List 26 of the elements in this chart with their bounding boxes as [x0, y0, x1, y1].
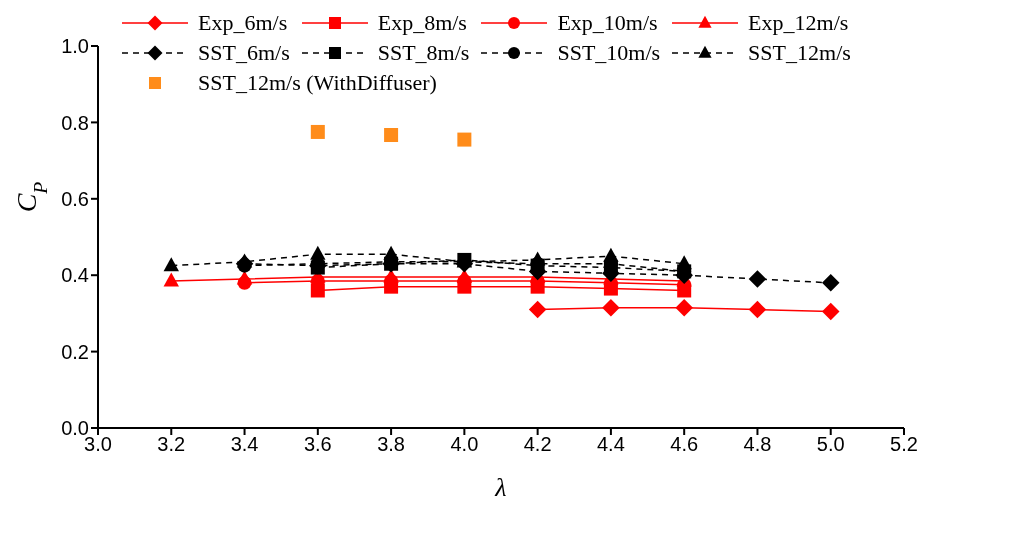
legend-label: Exp_10m/s — [557, 9, 658, 37]
y-tick-label: 0.2 — [61, 340, 89, 363]
x-tick-label: 4.2 — [523, 433, 552, 456]
x-tick-label: 3.6 — [303, 433, 332, 456]
x-tick-label: 3.2 — [157, 433, 186, 456]
legend-label: SST_10m/s — [557, 39, 661, 67]
x-tick-label: 5.2 — [890, 433, 918, 456]
legend-label: Exp_12m/s — [748, 9, 849, 37]
legend-label: SST_12m/s — [748, 39, 851, 67]
y-tick-label: 0.6 — [61, 187, 89, 210]
y-tick-label: 0.8 — [61, 111, 89, 134]
x-tick-label: 3.8 — [377, 433, 405, 456]
y-tick-label: 0.4 — [61, 264, 89, 287]
x-tick-label: 4.8 — [743, 433, 772, 456]
x-tick-label: 4.4 — [597, 433, 625, 456]
legend-label: Exp_6m/s — [198, 9, 288, 37]
x-tick-label: 4.6 — [670, 433, 699, 456]
x-tick-label: 4.0 — [450, 433, 479, 456]
legend-label: SST_12m/s (WithDiffuser) — [198, 69, 437, 97]
x-tick-label: 3.4 — [230, 433, 259, 456]
y-tick-label: 1.0 — [61, 35, 89, 58]
legend-label: SST_6m/s — [198, 39, 290, 67]
x-axis-title: λ — [494, 473, 507, 502]
x-tick-label: 5.0 — [816, 433, 845, 456]
legend-label: Exp_8m/s — [377, 9, 467, 37]
legend-label: SST_8m/s — [377, 39, 470, 67]
